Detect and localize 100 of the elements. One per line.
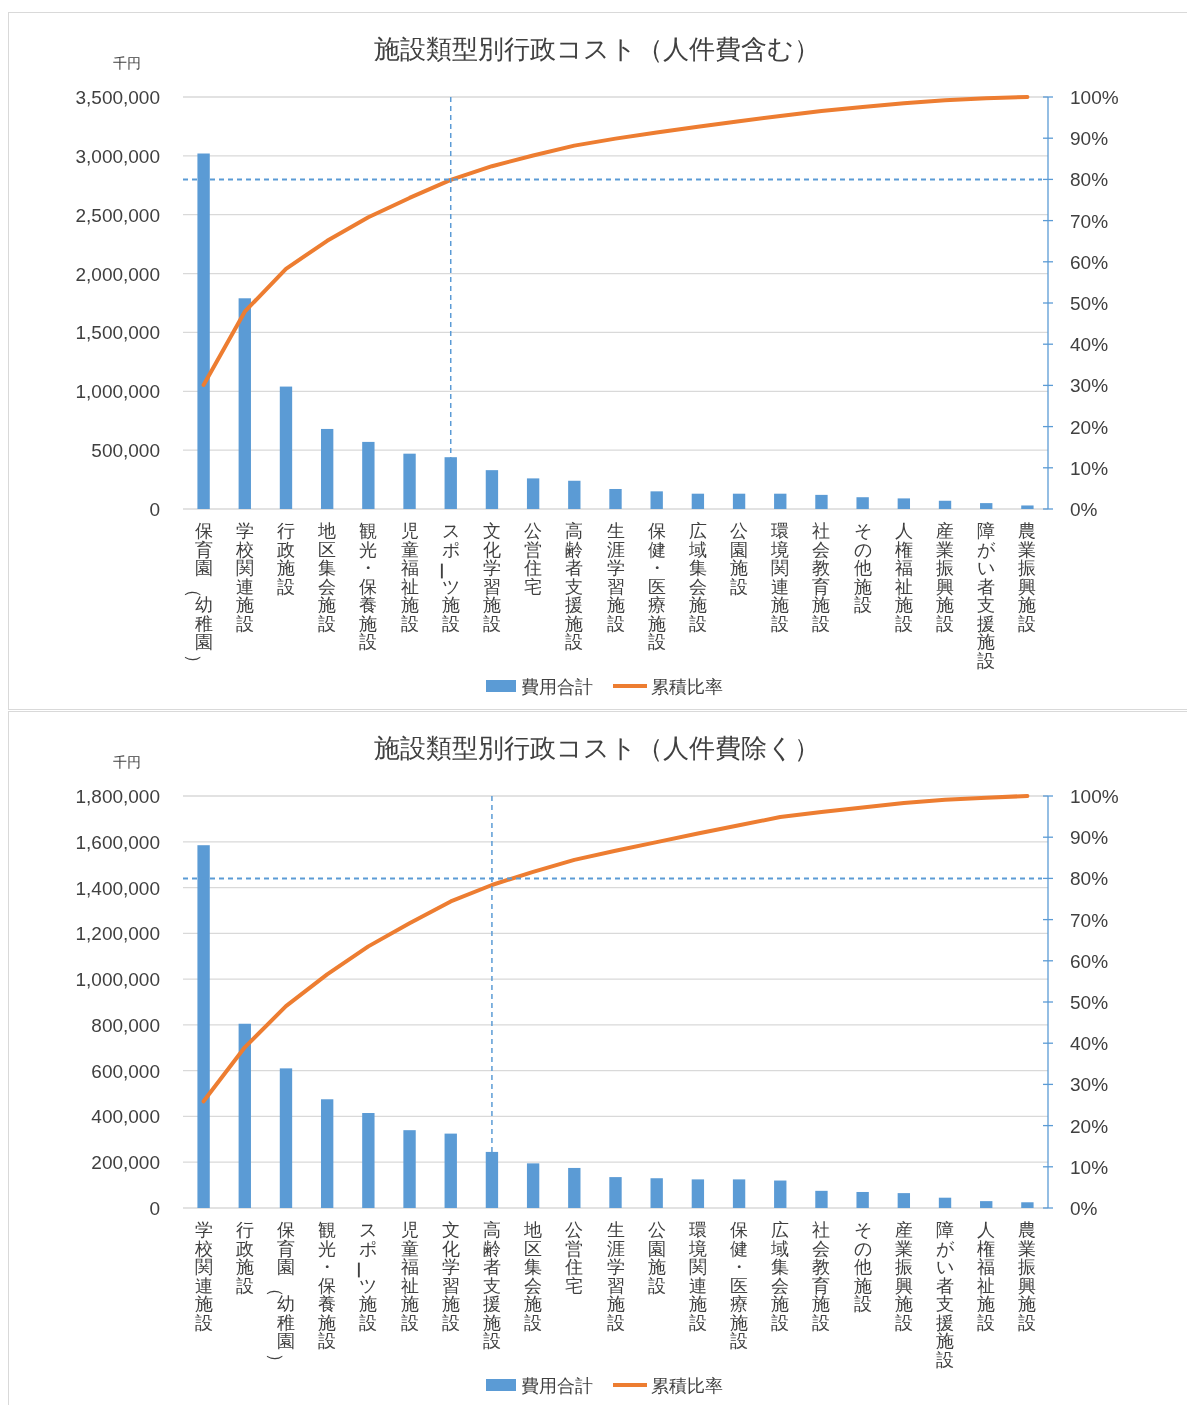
y2-tick-label: 70% (1070, 909, 1109, 931)
x-tick-label: 保健・医療施設 (647, 521, 666, 652)
bar (691, 1179, 705, 1208)
y-tick-label: 1,600,000 (75, 831, 160, 853)
bar (197, 845, 210, 1208)
y-tick-label: 800,000 (91, 1014, 160, 1036)
legend-label: 費用合計 (521, 677, 593, 697)
bar (609, 488, 622, 509)
bar (320, 1099, 334, 1208)
y2-tick-label: 60% (1070, 950, 1109, 972)
y2-tick-label: 0% (1070, 499, 1098, 520)
bar (238, 1023, 251, 1208)
x-tick-label: 人権福祉施設 (977, 1220, 996, 1333)
x-tick-label: 公営住宅 (564, 1220, 584, 1296)
x-tick-label: 文化学習施設 (482, 521, 501, 634)
line-series (201, 794, 1030, 1104)
x-tick-label: 高齢者支援施設 (565, 521, 584, 652)
y-tick-label: 1,400,000 (75, 877, 160, 899)
bar (732, 1179, 746, 1208)
bar (1021, 505, 1034, 509)
x-tick-label: 学校関連施設 (193, 1220, 213, 1333)
x-tick-label: 社会教育施設 (812, 1220, 831, 1333)
bar (815, 1190, 828, 1208)
y2-tick-label: 80% (1070, 169, 1109, 191)
y2-tick-label: 0% (1070, 1198, 1098, 1219)
bar (609, 1177, 622, 1208)
bar (774, 1180, 787, 1208)
x-tick-label: 産業振興施設 (894, 1220, 913, 1333)
bar (938, 500, 952, 509)
bar (650, 1178, 663, 1208)
x-tick-label: 農業振興施設 (1018, 1220, 1037, 1333)
bar (938, 1197, 952, 1208)
y2-tick-label: 70% (1070, 210, 1109, 232)
bar (856, 1191, 869, 1208)
y2-tick-label: 10% (1070, 457, 1109, 479)
bar (197, 153, 210, 509)
bar (856, 497, 869, 509)
bar (568, 480, 581, 509)
x-tick-label: スポーツ施設 (348, 1220, 378, 1333)
legend-label: 費用合計 (521, 1376, 593, 1396)
x-tick-label: 保育園（幼稚園） (265, 1220, 295, 1372)
y-tick-label: 1,000,000 (75, 381, 160, 403)
y2-tick-label: 80% (1070, 868, 1109, 890)
bar (279, 1068, 293, 1208)
y2-tick-label: 20% (1070, 416, 1109, 438)
bar (568, 1167, 581, 1208)
x-tick-label: 高齢者支援施設 (482, 1220, 501, 1351)
bar (403, 1130, 416, 1208)
x-tick-label: 文化学習施設 (441, 1220, 460, 1333)
x-tick-label: 学校関連施設 (234, 521, 254, 634)
y2-tick-label: 50% (1070, 293, 1109, 314)
bar (238, 298, 251, 509)
x-tick-label: 行政施設 (235, 1220, 254, 1296)
x-tick-label: 観光・保養施設 (318, 1220, 337, 1351)
x-tick-label: 地区集会施設 (317, 521, 337, 634)
y2-tick-label: 30% (1070, 1074, 1109, 1096)
y2-tick-label: 100% (1070, 786, 1119, 807)
bar (526, 1163, 540, 1208)
y2-tick-label: 20% (1070, 1115, 1109, 1137)
y-tick-label: 1,000,000 (75, 969, 160, 991)
bar (980, 1201, 993, 1208)
x-tick-label: 障がい者支援施設 (977, 521, 997, 671)
y-tick-label: 2,000,000 (75, 263, 160, 285)
y-tick-label: 400,000 (91, 1106, 160, 1128)
bar (1021, 1202, 1034, 1208)
x-tick-label: 児童福祉施設 (400, 521, 419, 634)
x-tick-label: 公営住宅 (523, 521, 543, 597)
x-tick-label: 環境関連施設 (687, 1220, 707, 1333)
bar (362, 441, 375, 509)
bar (362, 1113, 375, 1208)
y2-tick-label: 10% (1070, 1156, 1109, 1178)
bar (650, 491, 663, 509)
bar (279, 386, 293, 509)
bar (732, 493, 746, 509)
bar (320, 428, 334, 509)
x-tick-label: 公園施設 (647, 1220, 666, 1296)
x-tick-label: 広域集会施設 (770, 1220, 790, 1333)
x-tick-label: 地区集会施設 (523, 1220, 543, 1333)
x-tick-label: その他施設 (853, 1220, 872, 1314)
x-tick-label: その他施設 (853, 521, 872, 615)
x-tick-label: 行政施設 (276, 521, 295, 597)
y2-tick-label: 90% (1070, 128, 1109, 150)
x-tick-label: 障がい者支援施設 (936, 1220, 956, 1370)
x-tick-label: 生涯学習施設 (606, 521, 625, 634)
y-axis-title: 千円 (113, 754, 141, 770)
y2-tick-label: 100% (1070, 87, 1119, 108)
y2-tick-label: 50% (1070, 992, 1109, 1013)
y-tick-label: 1,200,000 (75, 923, 160, 945)
bar (403, 453, 416, 509)
bar (774, 493, 787, 509)
bar (444, 457, 457, 509)
y-tick-label: 3,500,000 (75, 87, 160, 108)
bar (444, 1133, 457, 1208)
bar (691, 493, 705, 509)
bar (815, 494, 828, 509)
y2-tick-label: 60% (1070, 251, 1109, 273)
y-tick-label: 500,000 (91, 440, 160, 462)
legend-label: 累積比率 (651, 1376, 723, 1396)
bar (897, 498, 911, 509)
x-tick-label: 保育園（幼稚園） (183, 521, 213, 673)
